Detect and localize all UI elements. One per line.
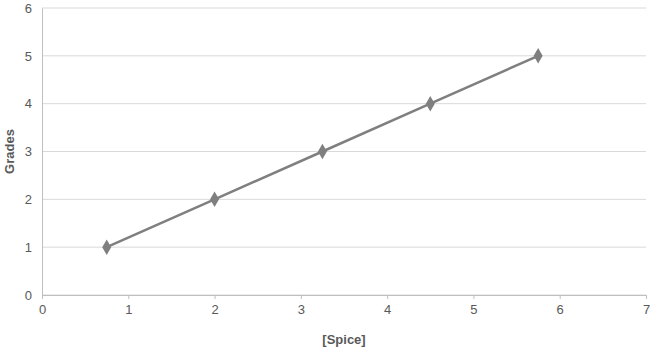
tick: 4 (25, 96, 42, 111)
tick-label: 2 (211, 302, 218, 317)
tick-label: 2 (25, 192, 32, 207)
tick-mark (387, 295, 388, 299)
axis-line (43, 296, 647, 300)
tick-mark (560, 295, 561, 299)
data-area (102, 48, 542, 255)
grid-line (42, 199, 646, 200)
marker (210, 192, 219, 208)
plot: 0 1 2 3 4 5 6 7 0 1 2 3 4 5 6 (25, 1, 650, 318)
tick: 3 (298, 295, 305, 317)
tick: 7 (643, 295, 650, 317)
axis-line (42, 9, 43, 296)
tick-label: 3 (298, 302, 305, 317)
marker (426, 96, 435, 112)
tick-label: 5 (25, 48, 32, 63)
tick: 2 (211, 295, 218, 317)
y-axis-title: Grades (2, 129, 17, 174)
tick-label: 5 (470, 302, 477, 317)
y-axis: 0 1 2 3 4 5 6 (25, 1, 43, 303)
tick: 1 (125, 295, 132, 317)
tick: 5 (25, 48, 42, 63)
tick-label: 0 (25, 288, 32, 303)
chart: 0 1 2 3 4 5 6 7 0 1 2 3 4 5 6 [Spice] Grades (0, 0, 657, 352)
tick-label: 1 (125, 302, 132, 317)
x-axis-title: [Spice] (322, 332, 365, 347)
tick-mark (128, 295, 129, 299)
marker (102, 239, 111, 255)
tick-mark (42, 295, 43, 299)
tick-label: 6 (25, 1, 32, 16)
tick-mark (215, 295, 216, 299)
tick: 6 (25, 1, 42, 16)
tick-label: 6 (557, 302, 564, 317)
tick-label: 0 (39, 302, 46, 317)
grid-line (42, 103, 646, 104)
tick: 0 (25, 288, 42, 303)
tick: 5 (470, 295, 477, 317)
grid-line (42, 247, 646, 248)
grid (42, 8, 646, 295)
tick-label: 4 (25, 96, 32, 111)
tick: 3 (25, 144, 42, 159)
tick: 4 (384, 295, 391, 317)
tick: 0 (39, 295, 46, 317)
marker (318, 144, 327, 160)
line (107, 56, 538, 247)
tick-label: 1 (25, 240, 32, 255)
tick: 1 (25, 240, 42, 255)
tick-label: 3 (25, 144, 32, 159)
marker (534, 48, 543, 64)
grid-line (42, 8, 646, 9)
tick-mark (646, 295, 647, 299)
grid-line (42, 151, 646, 152)
x-axis: 0 1 2 3 4 5 6 7 (39, 295, 650, 317)
tick-mark (473, 295, 474, 299)
grid-line (42, 55, 646, 56)
tick: 6 (557, 295, 564, 317)
tick-label: 4 (384, 302, 391, 317)
tick: 2 (25, 192, 42, 207)
tick-mark (301, 295, 302, 299)
tick-label: 7 (643, 302, 650, 317)
